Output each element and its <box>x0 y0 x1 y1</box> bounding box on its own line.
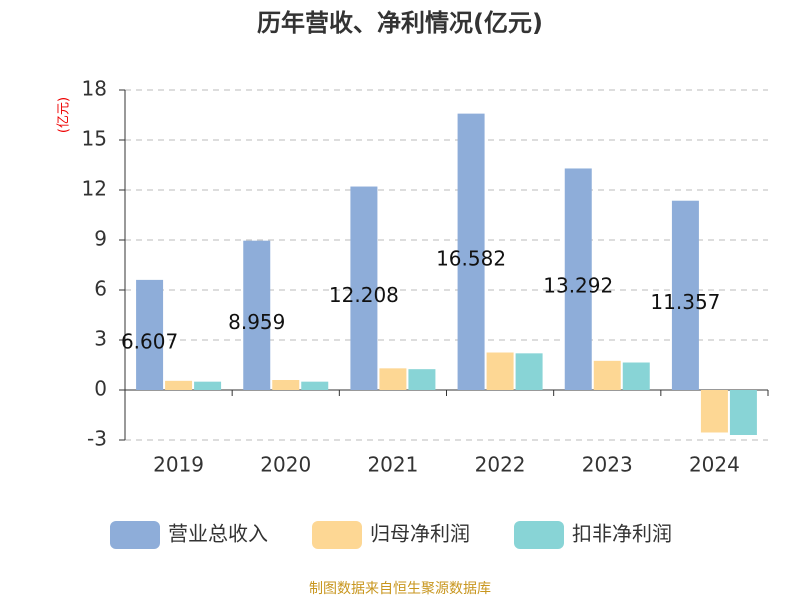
y-axis-label: (亿元) <box>57 97 72 133</box>
bar <box>379 368 407 390</box>
bar <box>622 362 650 390</box>
data-label: 12.208 <box>329 283 399 307</box>
x-tick-label: 2021 <box>367 453 418 477</box>
y-tick-label: 9 <box>94 227 107 251</box>
y-tick-label: 12 <box>82 177 107 201</box>
data-label: 11.357 <box>650 290 720 314</box>
bar <box>457 113 485 390</box>
bar <box>194 381 222 390</box>
y-tick-label: 6 <box>94 277 107 301</box>
bar <box>486 352 514 390</box>
y-tick-label: 0 <box>94 377 107 401</box>
y-tick-label: 3 <box>94 327 107 351</box>
legend-swatch <box>312 521 362 549</box>
source-note: 制图数据来自恒生聚源数据库 <box>309 581 491 597</box>
bar <box>272 380 300 390</box>
data-label: 8.959 <box>228 310 285 334</box>
data-label: 16.582 <box>436 246 506 270</box>
bar <box>408 369 436 390</box>
bar <box>350 186 378 390</box>
x-tick-label: 2020 <box>260 453 311 477</box>
bar <box>700 390 728 433</box>
bar <box>729 390 757 435</box>
bar <box>515 353 543 390</box>
x-tick-label: 2022 <box>475 453 526 477</box>
y-tick-label: 15 <box>82 127 107 151</box>
x-tick-label: 2024 <box>689 453 740 477</box>
x-tick-label: 2023 <box>582 453 633 477</box>
y-tick-label: 18 <box>82 77 107 101</box>
data-label: 13.292 <box>543 274 613 298</box>
bar <box>301 381 329 390</box>
bar <box>593 360 621 390</box>
y-tick-label: -3 <box>87 427 107 451</box>
legend-label: 营业总收入 <box>168 522 268 546</box>
bar <box>671 200 699 390</box>
x-tick-label: 2019 <box>153 453 204 477</box>
bar <box>136 279 164 390</box>
data-label: 6.607 <box>121 329 178 353</box>
legend-label: 扣非净利润 <box>572 522 672 546</box>
legend-swatch <box>514 521 564 549</box>
bar <box>243 240 271 390</box>
chart-title: 历年营收、净利情况(亿元) <box>257 9 543 37</box>
legend-swatch <box>110 521 160 549</box>
bar <box>165 380 193 390</box>
bar <box>564 168 592 390</box>
legend-label: 归母净利润 <box>370 522 470 546</box>
